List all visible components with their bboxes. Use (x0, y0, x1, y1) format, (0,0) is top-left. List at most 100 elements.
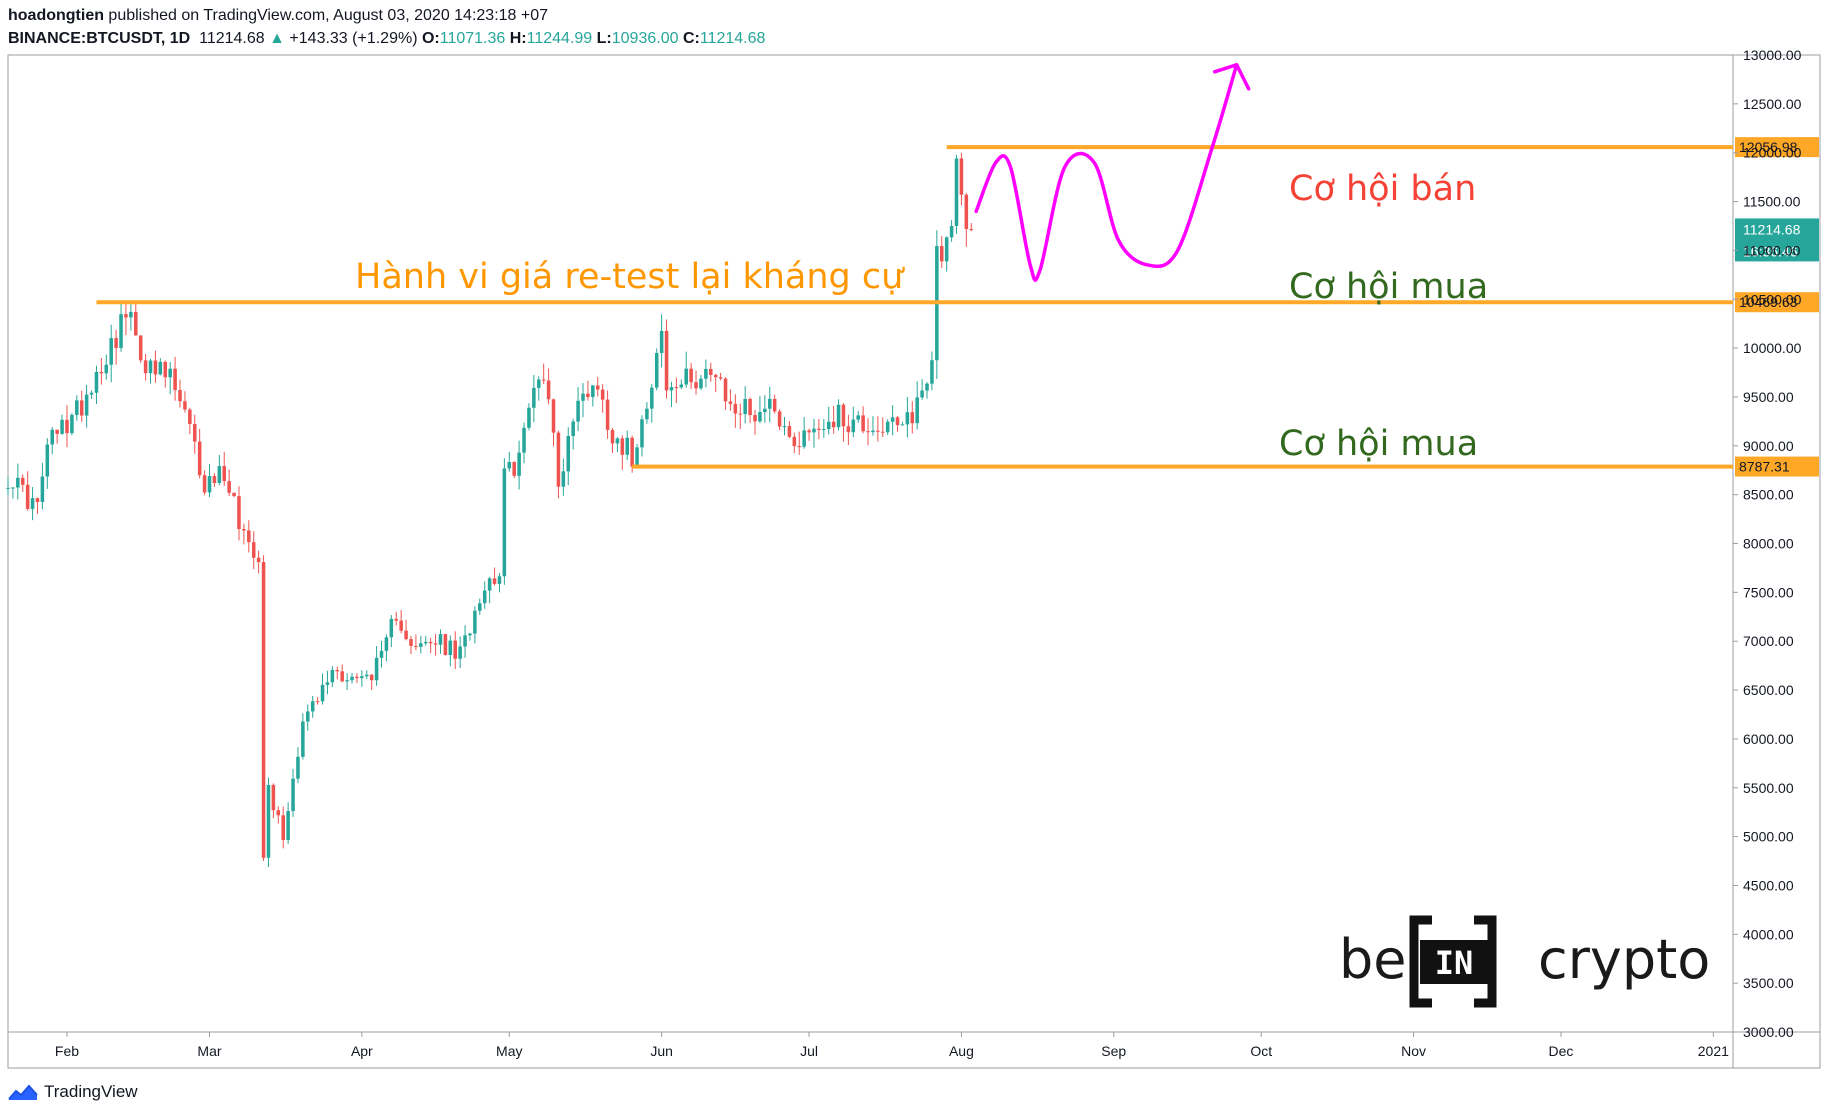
candle-body (871, 430, 875, 433)
candle-body (537, 379, 541, 388)
candle-body (826, 421, 831, 430)
candle-body (944, 237, 949, 262)
y-tick-label: 6500.00 (1743, 682, 1794, 698)
candle-body (473, 610, 477, 634)
x-tick-label: Feb (55, 1043, 79, 1059)
footer-brand[interactable]: TradingView (44, 1082, 138, 1101)
candle-body (463, 635, 467, 647)
x-tick-label: Sep (1101, 1043, 1126, 1059)
candle-body (109, 338, 113, 365)
y-tick-label: 6000.00 (1743, 731, 1794, 747)
candle-body (807, 430, 811, 433)
candle-body (350, 676, 354, 681)
buy-zone-annotation-upper[interactable]: Cơ hội mua (1289, 267, 1488, 307)
candle-body (507, 462, 512, 469)
candle-body (669, 387, 674, 391)
y-tick-label: 3500.00 (1743, 975, 1794, 991)
candle-body (281, 815, 285, 840)
y-tick-label: 7000.00 (1743, 633, 1794, 649)
candle-body (836, 404, 841, 428)
buy-zone-annotation-lower[interactable]: Cơ hội mua (1279, 424, 1478, 464)
level-price-label: 10469.63 (1739, 294, 1798, 310)
candle-body (227, 481, 231, 493)
ohlc-line: BINANCE:BTCUSDT, 1D 11214.68 ▲ +143.33 (… (8, 27, 765, 50)
candle-body (522, 427, 526, 453)
x-tick-label: Jul (800, 1043, 818, 1059)
arrowhead-drawing[interactable] (1212, 63, 1251, 91)
candle-body (571, 421, 575, 437)
candle-body (876, 430, 880, 432)
candle-body (792, 436, 797, 447)
candle-body (340, 671, 344, 682)
candle-body (35, 498, 40, 502)
y-tick-label: 7500.00 (1743, 584, 1794, 600)
candle-body (217, 466, 222, 484)
symbol-label[interactable]: BINANCE:BTCUSDT, 1D (8, 30, 191, 47)
chart-frame (7, 54, 1821, 1069)
author-name[interactable]: hoadongtien (8, 7, 104, 24)
candle-body (134, 311, 138, 336)
levels-layer[interactable]: 12056.98 10469.63 8787.31 11214.68 16:36:46 (96, 137, 1819, 477)
sell-zone-annotation[interactable]: Cơ hội bán (1289, 169, 1476, 209)
candles-layer (6, 152, 974, 868)
candle-body (276, 810, 281, 816)
x-tick-label: 2021 (1698, 1043, 1729, 1059)
chart-border (7, 54, 1821, 1069)
candle-body (753, 415, 757, 422)
candle-body (364, 674, 369, 677)
price-axis[interactable]: 3000.00 3500.00 4000.00 4500.00 5000.00 5500.… (1733, 47, 1802, 1040)
candle-body (399, 620, 403, 631)
time-axis[interactable]: Feb Mar Apr May Jun Jul Aug Sep Oct Nov Dec 2021 (55, 1032, 1729, 1059)
projected-path-drawing[interactable] (974, 63, 1239, 282)
candle-body (861, 415, 865, 432)
candle-body (822, 429, 826, 431)
candle-body (684, 368, 688, 385)
candle-body (881, 431, 885, 433)
x-tick-label: Nov (1401, 1043, 1426, 1059)
candle-body (586, 393, 590, 398)
candle-body (84, 394, 89, 416)
candle-body (949, 225, 954, 238)
candle-body (192, 423, 197, 442)
candle-body (797, 446, 802, 448)
candle-body (704, 368, 708, 379)
candle-body (148, 360, 153, 374)
candle-body (492, 578, 497, 584)
candle-body (576, 400, 580, 422)
y-tick-label: 4000.00 (1743, 926, 1794, 942)
last-price-label: 11214.68 (1743, 221, 1801, 237)
candle-body (856, 415, 860, 420)
candle-body (242, 528, 246, 531)
candle-body (478, 603, 482, 611)
candle-body (202, 475, 207, 493)
candle-body (335, 670, 340, 672)
candle-body (728, 401, 733, 404)
candle-body (527, 407, 531, 428)
x-tick-label: Apr (351, 1043, 373, 1059)
candle-body (713, 374, 718, 378)
candle-body (379, 650, 384, 658)
candle-body (237, 496, 241, 529)
candle-body (438, 634, 443, 645)
candle-body (414, 645, 418, 647)
candle-body (782, 426, 787, 428)
candle-body (566, 436, 571, 472)
candle-body (212, 476, 217, 484)
tradingview-logo-icon[interactable] (8, 1083, 38, 1101)
candle-body (330, 670, 335, 683)
candle-body (423, 641, 428, 644)
candle-body (124, 314, 128, 318)
x-tick-label: Dec (1549, 1043, 1574, 1059)
last-price-tag (1735, 218, 1819, 262)
candle-body (433, 643, 438, 645)
watermark-bracket-right (1474, 915, 1497, 1008)
candle-body (419, 643, 423, 647)
resistance-retest-annotation[interactable]: Hành vi giá re-test lại kháng cự (355, 257, 905, 297)
candle-body (610, 429, 615, 444)
candle-body (89, 392, 94, 395)
y-tick-label: 8000.00 (1743, 536, 1794, 552)
candle-body (143, 360, 148, 374)
candle-body (119, 314, 123, 348)
candle-body (930, 360, 934, 384)
